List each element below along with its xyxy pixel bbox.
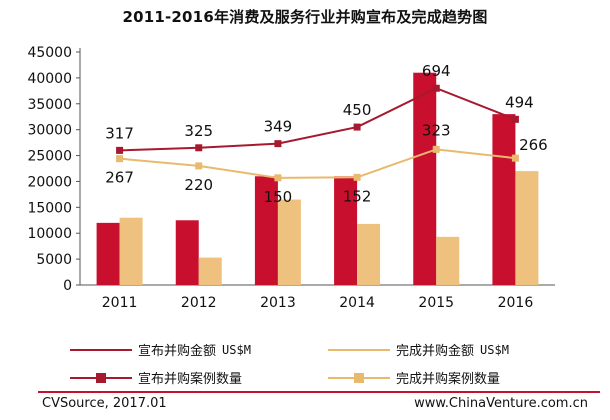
marker-announced-count (432, 84, 440, 92)
legend-announced-amount: 宣布并购金额 US$M (70, 340, 251, 359)
y-tick-label: 10000 (27, 226, 72, 242)
legend-completed-count: 完成并购案例数量 (328, 368, 500, 387)
data-label-completed-count: 152 (343, 187, 372, 205)
x-tick-label: 2012 (181, 295, 217, 311)
bar-completed-amount (515, 171, 539, 285)
legend-line-swatch-red (70, 343, 132, 357)
bar-announced-amount (492, 114, 516, 285)
x-tick-label: 2013 (260, 295, 296, 311)
y-tick-label: 20000 (27, 174, 72, 190)
y-tick-label: 30000 (27, 123, 72, 139)
data-label-announced-count: 317 (105, 124, 134, 142)
y-tick-label: 45000 (27, 45, 72, 61)
data-label-completed-count: 220 (184, 176, 213, 194)
bar-announced-amount (334, 176, 358, 285)
bar-completed-amount (436, 236, 460, 285)
bar-completed-amount (277, 199, 301, 285)
legend-label: 宣布并购金额 (138, 344, 217, 359)
data-label-announced-count: 325 (184, 122, 213, 140)
line-completed-count (119, 148, 516, 179)
line-announced-count (119, 87, 516, 152)
data-label-completed-count: 267 (105, 169, 134, 187)
marker-completed-count (511, 154, 519, 162)
legend-marker-swatch-red (70, 371, 132, 385)
x-tick-label: 2015 (418, 295, 454, 311)
footer-source: CVSource, 2017.01 (42, 396, 167, 411)
bar-announced-amount (175, 220, 199, 285)
bar-completed-amount (119, 217, 143, 285)
footer-url: www.ChinaVenture.com.cn (414, 396, 588, 411)
legend-announced-count: 宣布并购案例数量 (70, 368, 242, 387)
legend-marker-swatch-gold (328, 371, 390, 385)
y-tick-label: 0 (63, 278, 72, 294)
y-tick-label: 25000 (27, 149, 72, 165)
marker-announced-count (116, 146, 124, 154)
x-tick-label: 2014 (339, 295, 375, 311)
data-label-announced-count: 349 (264, 118, 293, 136)
legend-unit: US$M (480, 342, 509, 357)
marker-completed-count (116, 155, 124, 163)
chart-title: 2011-2016年消费及服务行业并购宣布及完成趋势图 (122, 8, 488, 26)
y-tick-label: 40000 (27, 71, 72, 87)
bar-completed-amount (198, 257, 222, 285)
data-label-announced-count: 494 (505, 93, 534, 111)
legend-completed-amount: 完成并购金额 US$M (328, 340, 509, 359)
data-label-completed-count: 323 (422, 121, 451, 139)
marker-announced-count (274, 140, 282, 148)
data-label-completed-count: 150 (264, 188, 293, 206)
bar-announced-amount (96, 222, 120, 285)
marker-announced-count (511, 115, 519, 123)
legend-line-swatch-gold (328, 343, 390, 357)
x-tick-label: 2016 (498, 295, 534, 311)
y-tick-label: 15000 (27, 200, 72, 216)
legend-label: 完成并购案例数量 (396, 372, 501, 387)
bar-announced-amount (413, 72, 437, 285)
marker-announced-count (353, 123, 361, 131)
footer-divider (38, 391, 600, 393)
data-label-announced-count: 450 (343, 101, 372, 119)
data-label-completed-count: 266 (519, 136, 548, 154)
marker-completed-count (274, 174, 282, 182)
y-tick-label: 35000 (27, 97, 72, 113)
legend-label: 宣布并购案例数量 (138, 372, 243, 387)
legend-label: 完成并购金额 (396, 344, 475, 359)
y-tick-label: 5000 (36, 252, 72, 268)
marker-completed-count (432, 145, 440, 153)
legend-unit: US$M (222, 342, 251, 357)
bar-completed-amount (357, 223, 381, 285)
marker-completed-count (353, 173, 361, 181)
bar-announced-amount (254, 176, 278, 285)
x-tick-label: 2011 (102, 295, 138, 311)
marker-completed-count (195, 162, 203, 170)
marker-announced-count (195, 144, 203, 152)
data-label-announced-count: 694 (422, 62, 451, 80)
